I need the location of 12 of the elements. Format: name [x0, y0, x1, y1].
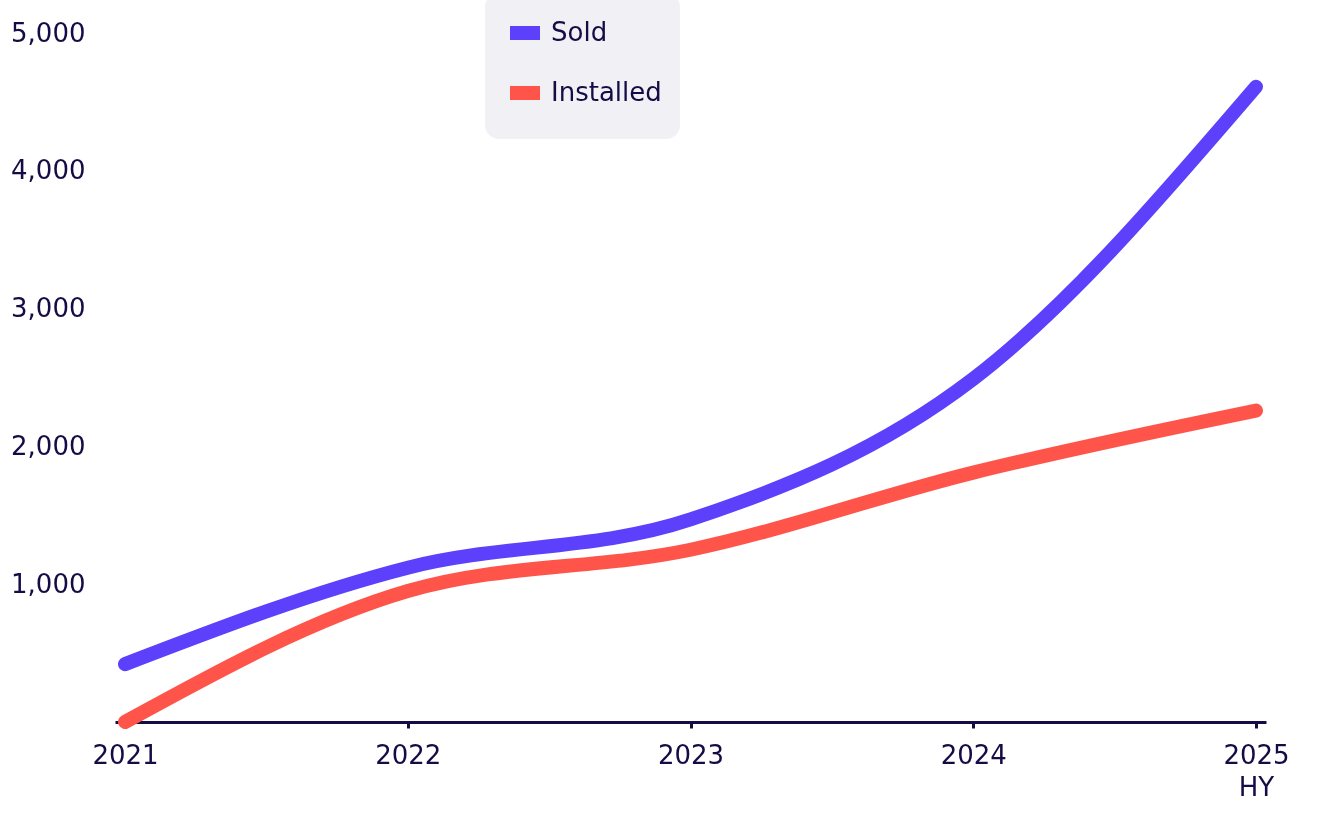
y-tick-label: 2,000 [11, 430, 86, 461]
legend-label: Installed [551, 77, 662, 107]
x-tick-label: 2023 [657, 739, 725, 770]
y-tick-label: 1,000 [11, 568, 86, 599]
x-tick-label: 2024 [940, 739, 1007, 770]
x-tick-label: 2022 [375, 739, 442, 770]
x-tick-label: 2021 [92, 739, 159, 770]
y-tick-label: 4,000 [11, 155, 86, 186]
y-tick-label: 5,000 [11, 17, 86, 48]
legend-label: Sold [551, 17, 608, 47]
y-tick-label: 3,000 [11, 293, 86, 324]
x-tick-label: 2025 HY [1223, 739, 1290, 802]
